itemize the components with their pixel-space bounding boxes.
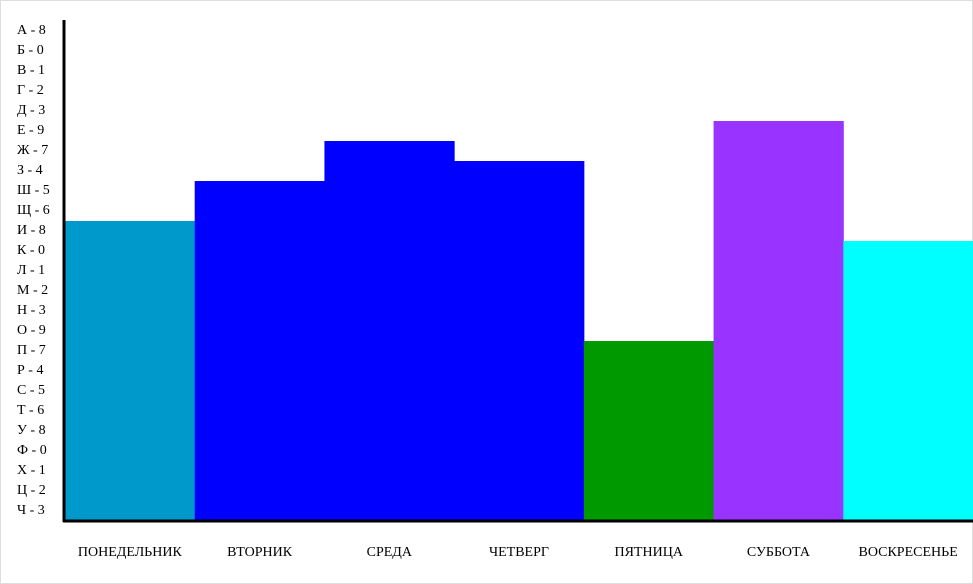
y-tick-label: Ж - 7 xyxy=(17,143,48,158)
x-tick-label: СРЕДА xyxy=(367,545,413,560)
x-tick-label: ВТОРНИК xyxy=(227,545,293,560)
y-tick-label: К - 0 xyxy=(17,243,45,258)
y-tick-label: Е - 9 xyxy=(17,123,44,138)
y-tick-label: П - 7 xyxy=(17,343,46,358)
y-tick-label: Ш - 5 xyxy=(17,183,50,198)
y-tick-label: Ч - 3 xyxy=(17,503,45,518)
bar xyxy=(65,221,196,521)
y-tick-label: Т - 6 xyxy=(17,403,44,418)
y-tick-label: Д - 3 xyxy=(17,103,45,118)
y-tick-label: Б - 0 xyxy=(17,43,44,58)
x-tick-label: СУББОТА xyxy=(747,545,811,560)
y-tick-label: Ф - 0 xyxy=(17,443,47,458)
y-tick-label: А - 8 xyxy=(17,23,46,38)
y-tick-label: Ц - 2 xyxy=(17,483,46,498)
bar xyxy=(583,341,715,521)
y-tick-label: С - 5 xyxy=(17,383,45,398)
bar xyxy=(713,121,844,521)
x-tick-label: ПОНЕДЕЛЬНИК xyxy=(78,545,183,560)
y-tick-label: Г - 2 xyxy=(17,83,44,98)
y-tick-label: О - 9 xyxy=(17,323,46,338)
bar xyxy=(454,161,585,521)
y-tick-label: Н - 3 xyxy=(17,303,46,318)
x-tick-label: ПЯТНИЦА xyxy=(614,545,683,560)
y-tick-label: И - 8 xyxy=(17,223,46,238)
y-tick-label: З - 4 xyxy=(17,163,43,178)
bar xyxy=(324,141,455,521)
y-tick-label: М - 2 xyxy=(17,283,48,298)
y-tick-label: Х - 1 xyxy=(17,463,46,478)
y-tick-label: Щ - 6 xyxy=(17,203,50,218)
y-tick-label: Р - 4 xyxy=(17,363,43,378)
bar xyxy=(194,181,325,521)
x-tick-label: ВОСКРЕСЕНЬЕ xyxy=(859,545,958,560)
y-tick-label: У - 8 xyxy=(17,423,46,438)
bar xyxy=(843,241,973,521)
x-tick-label: ЧЕТВЕРГ xyxy=(489,545,549,560)
y-tick-label: В - 1 xyxy=(17,63,45,78)
y-tick-label: Л - 1 xyxy=(17,263,45,278)
